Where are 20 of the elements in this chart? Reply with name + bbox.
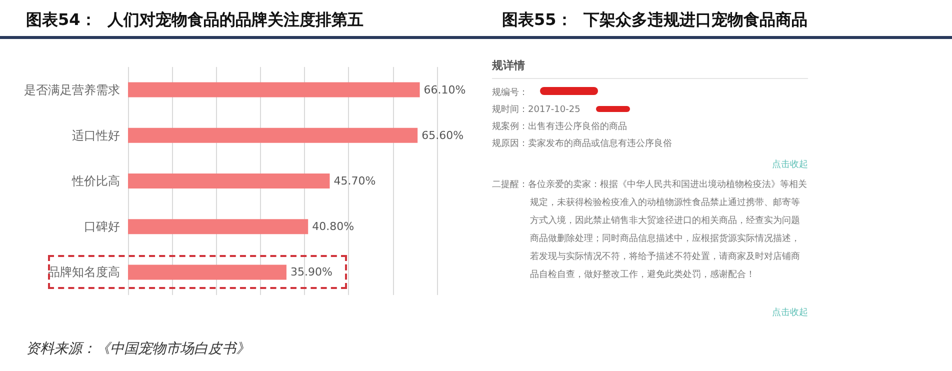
text: 二提醒：各位亲爱的卖家：根据《中华人民共和国进出境动植物检疫法》等相关规定，未获得检验检疫准入的动植物源性食品禁止通过携带、邮寄等方式入境，因此禁止销售非大贸途径进口的相关商品，经查实为问题商品做删除处理；同时商品信息描述中，应根据货源实际情况描述，若发现与实际情况不符，将给予描述不符处置，请商家及时对店铺商品自检自查，做好整改工作，避免此类处罚，感谢配合！ [492, 178, 807, 282]
data-label: 66.10% [424, 83, 466, 96]
text: 点击收起 [772, 306, 808, 319]
chart-title: 图表54： 人们对宠物食品的品牌关注度排第五 [26, 10, 364, 31]
data-label: 35.90% [290, 266, 332, 279]
text: 规详情 [492, 58, 525, 73]
text: 规编号： [492, 86, 528, 99]
y-tick-label: 口碑好 [84, 220, 120, 234]
text: 点击收起 [772, 158, 808, 171]
data-label: 40.80% [312, 220, 354, 234]
data-label: 65.60% [422, 128, 464, 142]
data-label: 45.70% [334, 174, 376, 188]
text: 资料来源：《中国宠物市场白皮书》 [26, 340, 250, 358]
y-tick-label: 适口性好 [72, 128, 120, 142]
text: 图表55： 下架众多违规进口宠物食品商品 [502, 10, 808, 31]
text: 规时间：2017-10-25 [492, 104, 580, 116]
text: 规案例：出售有违公序良俗的商品 [492, 120, 627, 133]
y-tick-label: 是否满足营养需求 [24, 82, 120, 97]
y-tick-label: 性价比高 [71, 174, 120, 188]
text: 规原因：卖家发布的商品或信息有违公序良俗 [492, 138, 672, 150]
